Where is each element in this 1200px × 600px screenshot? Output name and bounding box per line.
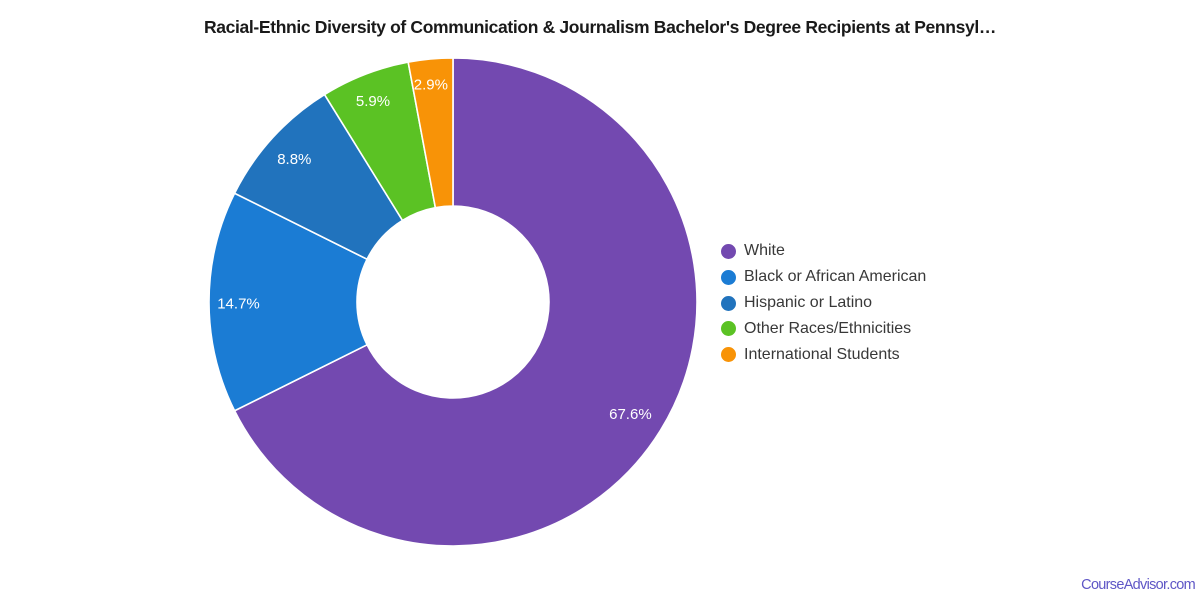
svg-text:67.6%: 67.6%	[609, 406, 652, 423]
svg-text:14.7%: 14.7%	[217, 295, 260, 312]
svg-text:5.9%: 5.9%	[356, 93, 390, 110]
svg-text:2.9%: 2.9%	[414, 76, 448, 93]
svg-text:8.8%: 8.8%	[277, 151, 311, 168]
